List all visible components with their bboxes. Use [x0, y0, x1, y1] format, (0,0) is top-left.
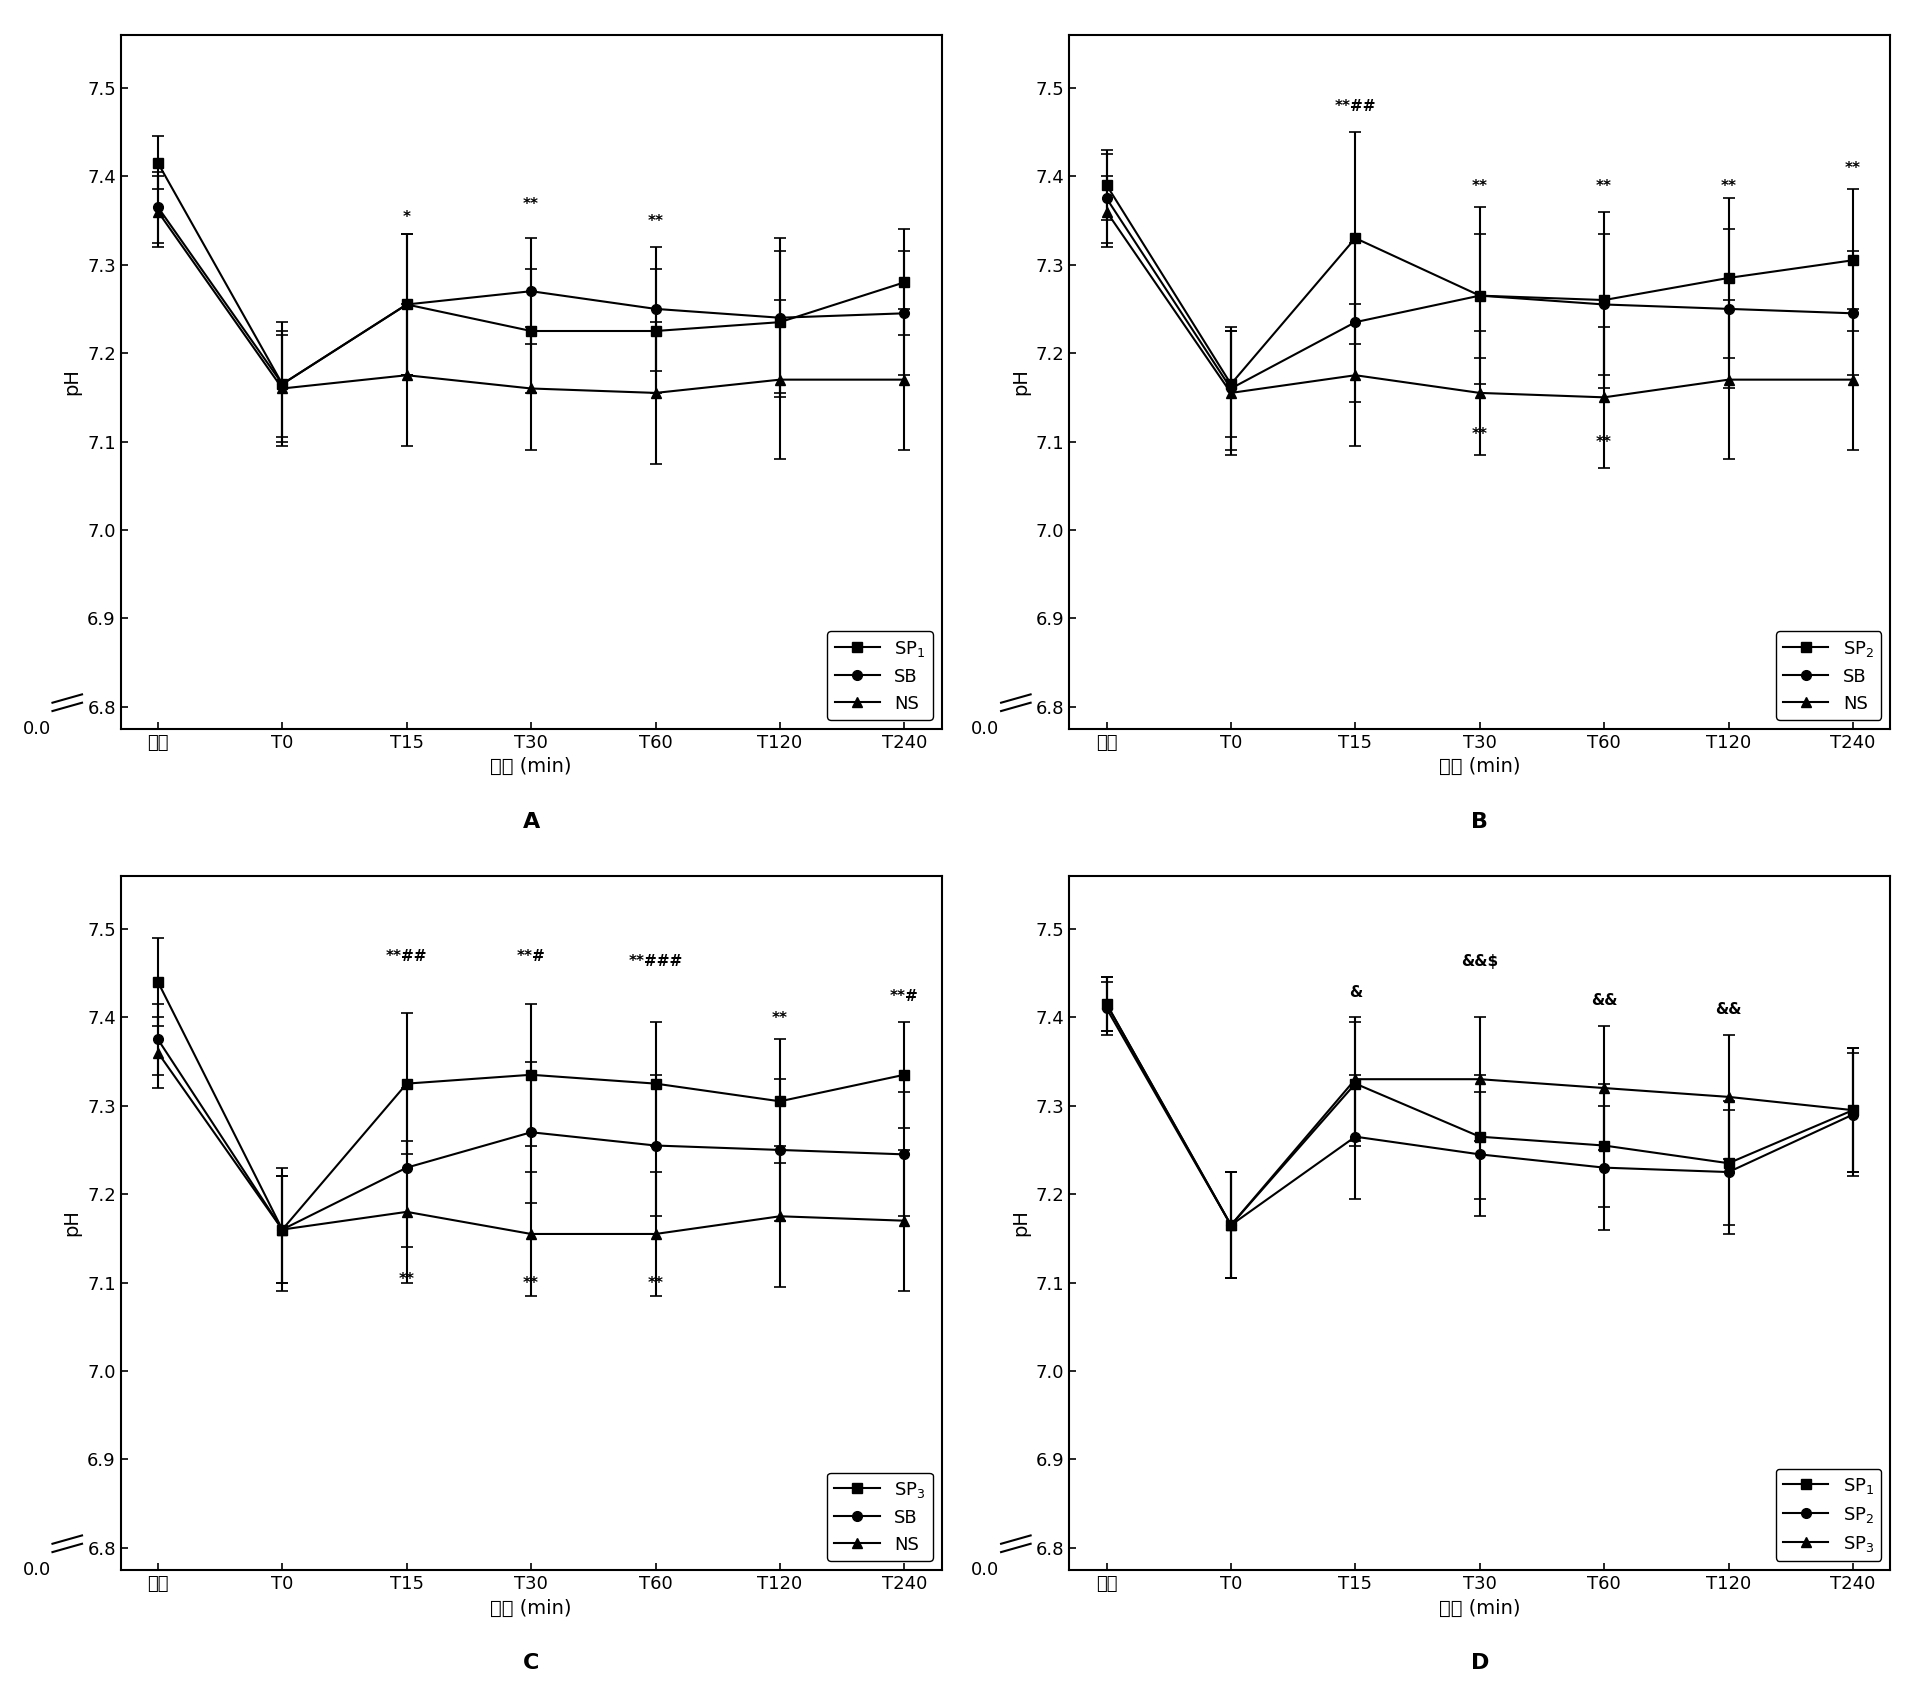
Text: **: **	[647, 214, 664, 229]
Text: **###: **###	[628, 953, 683, 968]
Text: **#: **#	[516, 950, 545, 965]
Text: 0.0: 0.0	[972, 721, 999, 738]
Text: **##: **##	[387, 950, 427, 965]
X-axis label: 时间 (min): 时间 (min)	[1440, 758, 1521, 777]
Text: **: **	[524, 197, 539, 212]
X-axis label: 时间 (min): 时间 (min)	[491, 758, 572, 777]
Text: **: **	[1473, 178, 1488, 193]
Legend: SP$_1$, SP$_2$, SP$_3$: SP$_1$, SP$_2$, SP$_3$	[1777, 1469, 1881, 1560]
Y-axis label: pH: pH	[62, 368, 81, 395]
Legend: SP$_3$, SB, NS: SP$_3$, SB, NS	[828, 1472, 932, 1560]
Legend: SP$_2$, SB, NS: SP$_2$, SB, NS	[1777, 631, 1881, 721]
Text: **: **	[1844, 161, 1861, 176]
Y-axis label: pH: pH	[1011, 1209, 1030, 1236]
Text: A: A	[522, 812, 539, 833]
Text: **: **	[398, 1272, 414, 1287]
Text: **: **	[1473, 427, 1488, 441]
Text: &&: &&	[1715, 1002, 1742, 1018]
Legend: SP$_1$, SB, NS: SP$_1$, SB, NS	[828, 631, 932, 721]
Text: 0.0: 0.0	[23, 1560, 50, 1579]
Y-axis label: pH: pH	[1011, 368, 1030, 395]
Text: &: &	[1349, 985, 1363, 999]
X-axis label: 时间 (min): 时间 (min)	[1440, 1598, 1521, 1618]
Text: **: **	[1721, 178, 1736, 193]
Text: C: C	[524, 1654, 539, 1674]
Text: &&: &&	[1590, 994, 1617, 1009]
X-axis label: 时间 (min): 时间 (min)	[491, 1598, 572, 1618]
Text: **: **	[1596, 178, 1611, 193]
Text: 0.0: 0.0	[972, 1560, 999, 1579]
Text: 0.0: 0.0	[23, 721, 50, 738]
Text: **: **	[772, 1011, 787, 1026]
Y-axis label: pH: pH	[62, 1209, 81, 1236]
Text: **: **	[1596, 436, 1611, 451]
Text: **##: **##	[1334, 100, 1376, 114]
Text: D: D	[1471, 1654, 1488, 1674]
Text: **: **	[647, 1277, 664, 1291]
Text: *: *	[402, 210, 410, 226]
Text: **: **	[524, 1277, 539, 1291]
Text: B: B	[1471, 812, 1488, 833]
Text: &&$: &&$	[1461, 953, 1498, 968]
Text: **#: **#	[889, 989, 918, 1004]
